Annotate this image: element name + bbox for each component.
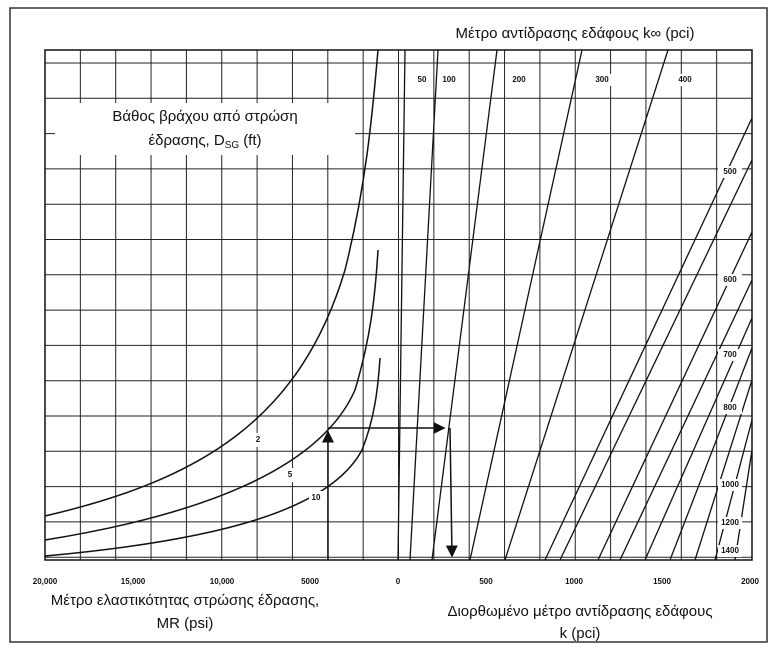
label-bg [509,74,529,86]
curve [44,249,379,541]
bottom-scale-label: 15,000 [121,577,146,586]
label-bg [718,545,742,557]
curve-label: 2 [256,435,261,444]
labels: 50 100 200 300 40050060070080010001200140025… [33,74,759,586]
bottom-scale-label: 5000 [301,577,319,586]
k-line [734,449,753,561]
top-scale-label: 200 [512,75,526,84]
depth-label: Βάθος βράχου από στρώση [112,108,297,125]
bottom-scale-label: 2000 [741,577,759,586]
label-bg [283,468,298,482]
top-scale-label: 300 [595,75,609,84]
k-line [409,49,439,561]
label-bg [592,74,612,86]
label-bg [718,349,742,361]
label-bg [251,433,266,447]
k-line [597,231,753,561]
label-bg [675,74,695,86]
right-scale-label: 500 [723,167,737,176]
curve-label: 5 [288,470,293,479]
k-line [544,117,753,561]
k-line [397,49,406,561]
title: Μέτρο αντίδρασης εδάφους k∞ (pci) [455,25,694,42]
arrow [445,427,458,558]
k-line [694,379,753,561]
label-bg [718,402,742,414]
label-box [55,103,355,155]
depth-label-text: έδρασης, D [148,132,224,149]
right-axis-label: Διορθωμένο μέτρο αντίδρασης εδάφους [447,603,712,620]
unit: (ft) [243,132,261,149]
depth-curves [44,49,381,557]
top-scale-label: 100 [442,75,456,84]
right-scale-label: 1000 [721,480,739,489]
label-bg [412,74,432,86]
right-scale-label: 800 [723,403,737,412]
grid [45,50,752,560]
right-scale-label: 1400 [721,546,739,555]
right-scale-label: 1200 [721,518,739,527]
right-axis-label: k (pci) [560,625,601,642]
left-axis-label: Μέτρο ελαστικότητας στρώσης έδρασης, [51,592,319,609]
k-line [669,347,753,561]
bottom-scale-label: 0 [396,577,401,586]
label-bg [718,517,742,529]
label-box [20,590,350,640]
right-scale-label: 600 [723,275,737,284]
label-bg [718,274,742,286]
right-scale-label: 700 [723,350,737,359]
subscript: SG [225,140,240,151]
depth-label: έδρασης, DSG (ft) [148,132,261,151]
curve-label: 10 [312,493,321,502]
k-line [431,49,498,561]
bottom-scale-label: 1500 [653,577,671,586]
example-path [322,422,458,560]
k-line [504,49,669,561]
bottom-scale-label: 10,000 [210,577,235,586]
k-line [619,279,753,561]
curve [44,357,381,557]
bottom-scale-label: 20,000 [33,577,58,586]
label-bg [309,491,324,505]
bottom-scale-label: 500 [479,577,493,586]
k-line [559,159,753,561]
k-line [469,49,583,561]
top-scale-label: 400 [678,75,692,84]
left-axis-label: MR (psi) [157,615,214,632]
label-bg [718,479,742,491]
frame [9,7,768,643]
curve [44,49,379,517]
top-scale-label: 50 [418,75,427,84]
label-bg [439,74,459,86]
label-bg [718,166,742,178]
bottom-scale-label: 1000 [565,577,583,586]
